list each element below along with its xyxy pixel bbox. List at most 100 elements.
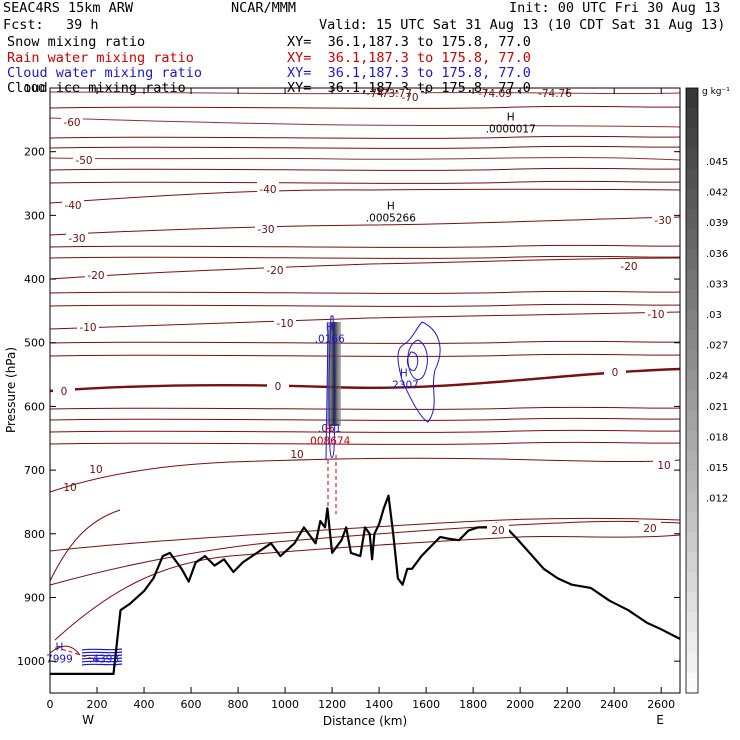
isotherm-minor-12 [49, 417, 681, 421]
colorbar-swatch-5 [686, 188, 698, 210]
colorbar-label-2: .039 [706, 218, 728, 229]
isotherm-label-6-1: -10 [276, 318, 293, 330]
x-tick-label-12: 2400 [600, 698, 628, 711]
marker-value-0: .0000017 [486, 124, 536, 136]
isotherm-label-bg-5-0 [85, 268, 107, 280]
y-tick-label-0: 100 [24, 82, 45, 95]
isotherm-minor-4 [49, 180, 681, 184]
y-tick-label-5: 600 [24, 400, 45, 413]
isotherm-label-bg-0-0 [399, 90, 421, 102]
isotherm-label-7-2: 0 [612, 367, 619, 379]
isotherm-0 [49, 367, 681, 393]
marker-h-3: H [400, 368, 408, 380]
colorbar-swatch-9 [686, 269, 698, 291]
marker-h-5: H [325, 424, 333, 436]
snow-column [327, 322, 341, 426]
isotherm-label-extra-10: 10 [63, 482, 76, 494]
isotherm-minor-14 [49, 441, 681, 445]
terrain-profile [50, 494, 681, 676]
center-title: NCAR/MMM [231, 0, 297, 16]
cloud-water-blob-core [407, 351, 419, 371]
marker-value-5: .008674 [307, 436, 351, 448]
isotherm-label-bg-1-0 [61, 115, 83, 127]
isotherm-minor-low-2 [54, 534, 681, 641]
top-contour-label-2: -74.09 [478, 88, 512, 100]
isotherm-label-0-0: -70 [401, 92, 418, 104]
isotherm-label-7-1: 0 [275, 381, 282, 393]
cloud-water-column-contour [328, 315, 336, 458]
isotherm-label-bg-7-0 [53, 384, 75, 396]
isotherm-label-bg-6-0 [77, 320, 99, 332]
cloud-water-low-contour-4 [81, 660, 123, 663]
marker-h-2: H [326, 322, 334, 334]
cloud-water-blob-inner [407, 339, 428, 380]
cloud-water-low-contour-0 [81, 648, 123, 651]
isotherm-minor-1 [49, 135, 681, 139]
isotherm-label-bg-7-1 [267, 379, 289, 391]
isotherm-minor-low-3 [49, 645, 81, 656]
field-name-cloud-water: Cloud water mixing ratio [7, 65, 203, 81]
y-tick-label-1: 200 [24, 146, 45, 159]
x-tick-label-13: 2600 [647, 698, 675, 711]
x-endpoint-west: W [82, 713, 94, 727]
isotherm-label-bg-6-2 [645, 307, 667, 319]
isotherm-label-bg-7-2 [604, 365, 626, 377]
colorbar-swatch-4 [686, 168, 698, 190]
forecast-label: Fcst: [3, 17, 44, 33]
marker-h-1: H [387, 201, 395, 213]
isotherm-label-8-1: 10 [290, 449, 303, 461]
colorbar-swatch-10 [686, 289, 698, 311]
field-xy-rain: XY= 36.1,187.3 to 175.8, 77.0 [287, 50, 531, 66]
isotherm-minor-8 [49, 303, 681, 307]
x-axis-label: Distance (km) [323, 714, 407, 728]
marker-value-4: .061 [318, 423, 341, 435]
isotherm-label-bg-5-1 [264, 263, 286, 275]
isotherm-label-7-0: 0 [61, 386, 68, 398]
isotherm-minor-2 [49, 145, 681, 149]
isotherm-label-5-1: -20 [266, 265, 283, 277]
isotherm-label-bg-2-0 [73, 153, 95, 165]
isotherm-label-5-0: -20 [87, 270, 104, 282]
y-tick-label-2: 300 [24, 209, 45, 222]
colorbar-label-4: .033 [706, 279, 728, 290]
marker-h-6: H [55, 641, 63, 653]
marker-value-6: 7999 [46, 653, 73, 665]
x-tick-label-0: 0 [47, 698, 54, 711]
colorbar-swatch-22 [686, 531, 698, 553]
cloud-water-low-contour-2 [81, 654, 123, 657]
isotherm-label-bg-8-1 [286, 447, 308, 459]
colorbar-label-9: .018 [706, 432, 728, 443]
marker-h-0: H [507, 112, 515, 124]
colorbar-label-0: .045 [706, 157, 728, 168]
isotherm-label-6-0: -10 [79, 322, 96, 334]
colorbar-swatch-21 [686, 511, 698, 533]
colorbar-swatch-29 [686, 672, 698, 694]
isotherm-minor-3 [49, 167, 681, 171]
model-title: SEAC4RS 15km ARW [3, 0, 134, 16]
y-tick-label-6: 700 [24, 464, 45, 477]
cloud-water-low-contour-3 [81, 657, 123, 660]
field-name-snow: Snow mixing ratio [7, 34, 146, 50]
plot-frame [49, 87, 681, 694]
isotherm-m10 [49, 311, 681, 330]
colorbar-swatch-25 [686, 592, 698, 613]
isotherm-10 [49, 457, 681, 493]
isotherm-label-4-2: -30 [654, 215, 671, 227]
colorbar-swatch-11 [686, 309, 698, 331]
isotherm-label-bg-6-1 [274, 316, 296, 328]
isotherm-label-bg-5-2 [618, 259, 640, 271]
colorbar-swatch-2 [686, 128, 698, 149]
y-axis-label: Pressure (hPa) [4, 347, 18, 433]
x-tick-label-10: 2000 [506, 698, 534, 711]
cloud-water-low-contour-1 [81, 651, 123, 654]
isotherm-m20 [49, 257, 681, 280]
x-tick-label-5: 1000 [271, 698, 299, 711]
isotherm-label-2-0: -50 [75, 155, 92, 167]
isotherm-minor-9 [49, 340, 681, 344]
colorbar-swatch-7 [686, 229, 698, 250]
isotherm-label-bg-4-0 [66, 231, 88, 243]
isotherm-m60 [49, 117, 681, 128]
isotherm-label-3-0: -40 [64, 200, 81, 212]
colorbar-swatch-6 [686, 209, 698, 230]
y-tick-label-7: 800 [24, 528, 45, 541]
